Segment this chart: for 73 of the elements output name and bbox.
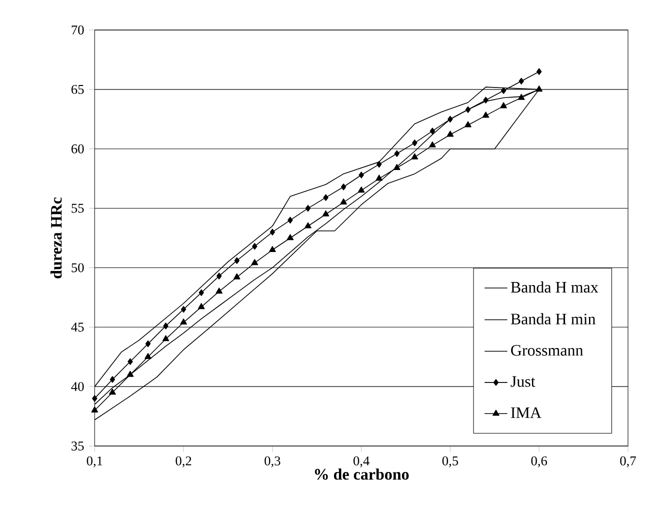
point [500,87,506,94]
point [92,395,98,402]
legend-label: Just [510,376,536,387]
point [412,140,418,146]
point [376,160,382,168]
point [270,228,276,236]
point [198,303,205,310]
point [358,186,365,193]
point [464,121,472,128]
legend-label: Banda H max [510,281,598,293]
legend-label: Grossmann [511,344,584,356]
y-tick-label: 50 [72,263,84,272]
point [323,194,328,201]
point [180,306,186,313]
y-tick-label: 45 [71,322,84,332]
point [216,288,223,294]
point [518,94,525,100]
point [216,272,222,280]
point [180,318,187,325]
x-tick-label: 0,1 [86,456,102,468]
point [234,257,240,264]
x-tick-label: 0,2 [176,456,192,468]
point [109,388,116,395]
point [482,112,490,118]
point [483,96,488,104]
point [500,102,507,108]
point [304,222,312,228]
point [145,340,151,348]
point [322,210,330,216]
y-tick-label: 60 [72,144,84,154]
point [394,150,400,157]
point [448,116,453,122]
point [518,78,524,84]
point [162,335,170,342]
point [286,234,294,240]
point [198,289,204,296]
point [358,172,364,178]
y-tick-label: 35 [72,442,84,450]
point [252,242,258,250]
legend-label: IMA [511,407,542,418]
point [446,130,454,137]
point [126,370,134,377]
point [163,322,168,330]
point [144,352,152,359]
point [233,273,240,280]
point [411,153,418,160]
point [465,106,471,113]
legend-label: Banda H min [510,313,596,324]
x-axis-title: % de carbono [314,468,409,480]
point [110,376,116,383]
point [288,216,293,224]
point [251,259,258,266]
point [269,246,276,252]
y-tick-label: 65 [72,84,84,94]
point [376,174,383,181]
y-axis-title: dureza HRc [50,197,62,278]
y-tick-label: 40 [71,382,84,392]
x-tick-label: 0,7 [620,456,636,468]
y-tick-label: 55 [72,204,84,213]
y-tick-label: 70 [72,26,84,34]
point [536,68,542,75]
point [128,358,133,365]
x-tick-label: 0,3 [264,456,280,468]
point [340,198,347,204]
x-tick-label: 0,4 [354,456,370,468]
point [430,128,436,134]
x-tick-label: 0,5 [442,456,458,468]
point [305,204,311,212]
x-tick-label: 0,6 [531,456,548,468]
point [340,184,346,190]
point [393,164,400,170]
point [429,141,436,148]
point [91,406,98,412]
